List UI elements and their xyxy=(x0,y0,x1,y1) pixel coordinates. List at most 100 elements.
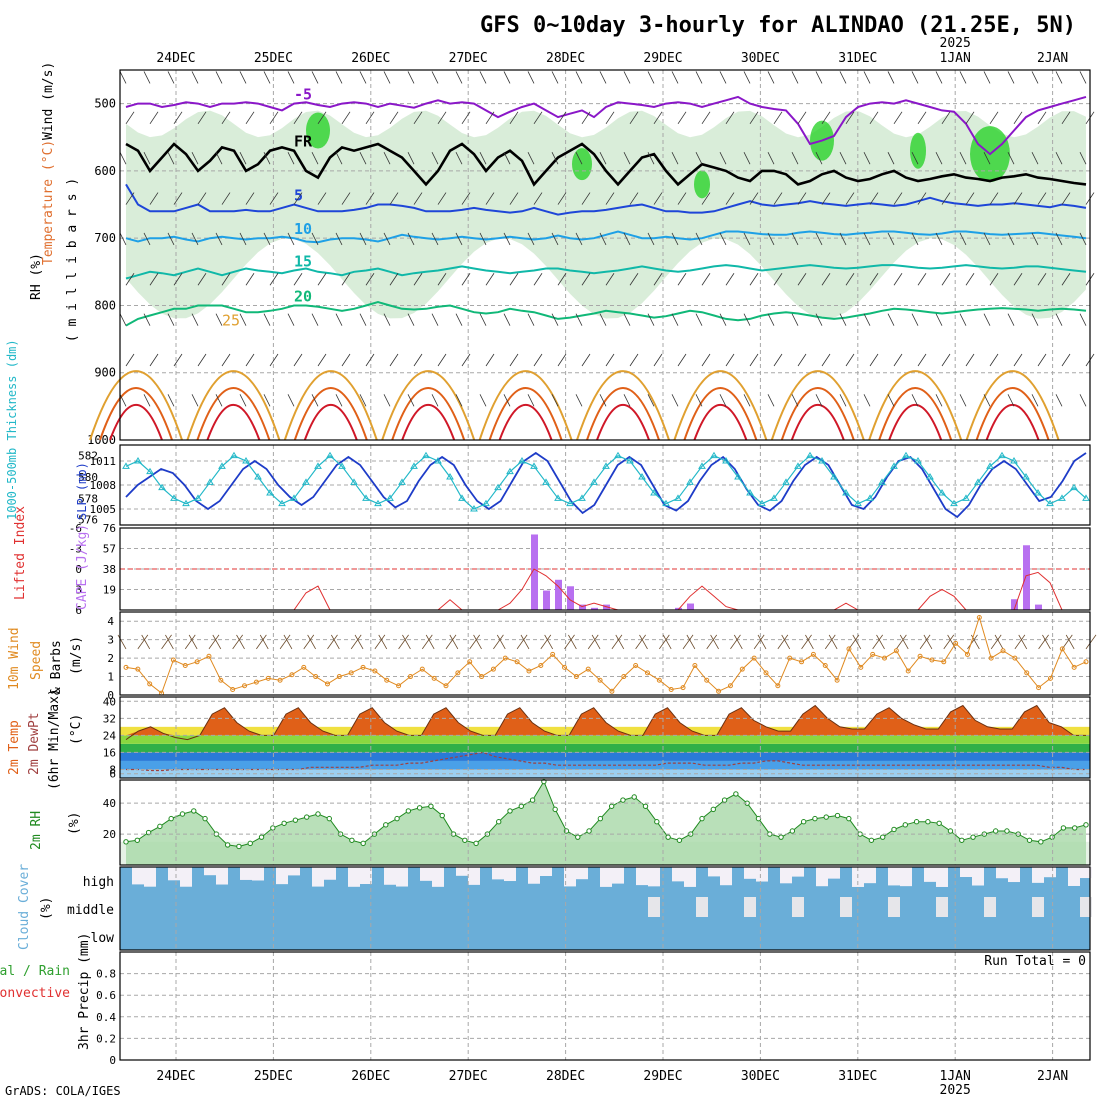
rh-point xyxy=(642,803,649,809)
cloud-high-gap xyxy=(1008,867,1020,883)
wind-barb xyxy=(935,394,943,407)
wind-barb xyxy=(431,152,439,165)
thickness-marker xyxy=(746,489,754,496)
wind-speed-point xyxy=(1000,648,1006,654)
rh-point xyxy=(563,828,570,834)
wind-barb xyxy=(1031,313,1039,326)
ylabel-speed: Speed xyxy=(29,641,44,680)
cloud-row-label-low: low xyxy=(91,931,115,946)
cloud-middle-gap xyxy=(1080,897,1092,917)
wind-barb xyxy=(221,192,231,205)
wind-barb xyxy=(263,152,271,165)
thickness-marker xyxy=(158,483,166,491)
cloud-high-gap xyxy=(828,867,840,879)
wind-barb-10m xyxy=(1061,634,1073,650)
wind-barb xyxy=(821,353,831,367)
ylabel-10m-wind: 10m Wind xyxy=(7,627,22,690)
wind-barb-10m xyxy=(141,634,151,650)
thickness-marker xyxy=(398,478,406,485)
cloud-high-gap xyxy=(240,867,252,880)
wind-speed-point xyxy=(680,685,686,691)
thickness-marker xyxy=(146,467,154,475)
wind-barb xyxy=(533,273,543,286)
cloud-row-label-middle: middle xyxy=(67,903,114,918)
wind-barb xyxy=(167,71,175,84)
cape-bar xyxy=(687,603,694,610)
warm-isotherm-loop xyxy=(488,387,563,441)
rh-point xyxy=(1060,825,1067,831)
run-total: Run Total = 0 xyxy=(984,954,1086,969)
warm-isotherm-loop xyxy=(965,370,1060,441)
wind-barb xyxy=(749,192,759,205)
wind-barb xyxy=(695,394,703,407)
rh-point xyxy=(179,811,186,817)
wind-barb xyxy=(293,192,303,205)
cloud-high-gap xyxy=(456,867,468,876)
wind-barb-10m xyxy=(117,634,127,650)
wind-barb xyxy=(917,192,927,205)
wind-barb-10m xyxy=(1038,634,1049,650)
cape-tick: 38 xyxy=(103,563,116,576)
wind-barb xyxy=(671,71,679,84)
wind-barb xyxy=(695,71,703,84)
rh-point xyxy=(1072,825,1078,831)
wind-barb xyxy=(197,111,207,125)
wind-barb xyxy=(125,273,135,286)
wind-barb xyxy=(647,313,655,326)
day-label-bottom: 29DEC xyxy=(643,1069,682,1084)
wind-barb xyxy=(551,394,559,407)
wind-barb xyxy=(941,192,951,205)
isotherm-label-FR: FR xyxy=(294,133,313,151)
isotherm-5 xyxy=(125,183,1087,216)
wind-barb-10m xyxy=(662,634,672,650)
cloud-high-gap xyxy=(216,867,228,885)
warm-isotherm-loop xyxy=(790,404,845,441)
thickness-marker xyxy=(986,462,994,469)
wind-speed-point xyxy=(407,674,413,680)
wind-barb xyxy=(245,192,255,205)
ylabel-temperature: Temperature (°C) xyxy=(41,140,56,265)
wind-barb xyxy=(629,273,639,286)
wind-barb xyxy=(407,152,415,165)
wind-barb xyxy=(653,353,663,367)
wind-barb xyxy=(647,152,655,165)
wind-barb xyxy=(1055,394,1063,407)
wind-barb xyxy=(311,71,319,84)
wind-barb xyxy=(479,152,487,165)
wind-speed-point xyxy=(336,674,342,680)
rh-point xyxy=(586,828,592,834)
wind-speed-point xyxy=(265,675,271,681)
thickness-marker xyxy=(386,494,394,501)
thickness-marker xyxy=(458,494,466,501)
wind-barb xyxy=(239,71,247,84)
wind-barb xyxy=(1055,313,1063,326)
wind-barb xyxy=(821,192,831,205)
wind-speed-point xyxy=(277,677,283,683)
wind-barb xyxy=(215,313,223,326)
wind-barb xyxy=(335,313,343,326)
warm-isotherm-loop xyxy=(770,370,865,441)
wind-barb xyxy=(725,111,735,125)
wind-barb xyxy=(245,273,255,286)
wind-barb xyxy=(671,394,679,407)
wind-barb xyxy=(413,273,423,286)
wind-tick: 3 xyxy=(107,634,114,647)
wind-barb xyxy=(509,192,519,205)
thickness-marker xyxy=(974,478,982,485)
pressure-tick: 1000 xyxy=(87,433,116,447)
wind-barb xyxy=(941,353,951,367)
wind-barb xyxy=(149,353,159,367)
wind-speed-point xyxy=(1012,655,1018,661)
cloud-middle-gap xyxy=(840,897,852,917)
rh-shading-band xyxy=(126,110,1086,319)
wind-barb xyxy=(863,313,871,326)
wind-barb xyxy=(863,152,871,165)
wind-barb xyxy=(815,152,823,165)
wind-barb xyxy=(287,71,295,84)
day-label-top: 30DEC xyxy=(741,51,780,66)
thickness-marker xyxy=(506,467,514,475)
warm-isotherm-loop xyxy=(888,404,943,441)
wind-barb xyxy=(1037,273,1047,286)
rh-point xyxy=(936,820,942,826)
wind-speed-point xyxy=(384,677,390,683)
